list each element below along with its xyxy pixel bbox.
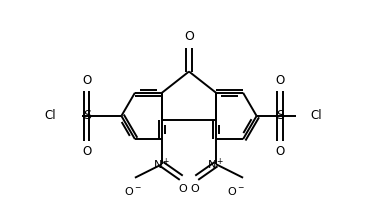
Text: N$^+$: N$^+$: [207, 157, 225, 172]
Text: Cl: Cl: [44, 110, 56, 122]
Text: O: O: [275, 145, 284, 158]
Text: O: O: [82, 145, 91, 158]
Text: O: O: [184, 30, 194, 43]
Text: O$^-$: O$^-$: [124, 186, 142, 197]
Text: O: O: [275, 74, 284, 87]
Text: O: O: [191, 184, 199, 194]
Text: S: S: [83, 110, 91, 122]
Text: Cl: Cl: [311, 110, 322, 122]
Text: N$^+$: N$^+$: [153, 157, 171, 172]
Text: S: S: [276, 110, 284, 122]
Text: O$^-$: O$^-$: [227, 186, 245, 197]
Text: O: O: [179, 184, 187, 194]
Text: O: O: [82, 74, 91, 87]
